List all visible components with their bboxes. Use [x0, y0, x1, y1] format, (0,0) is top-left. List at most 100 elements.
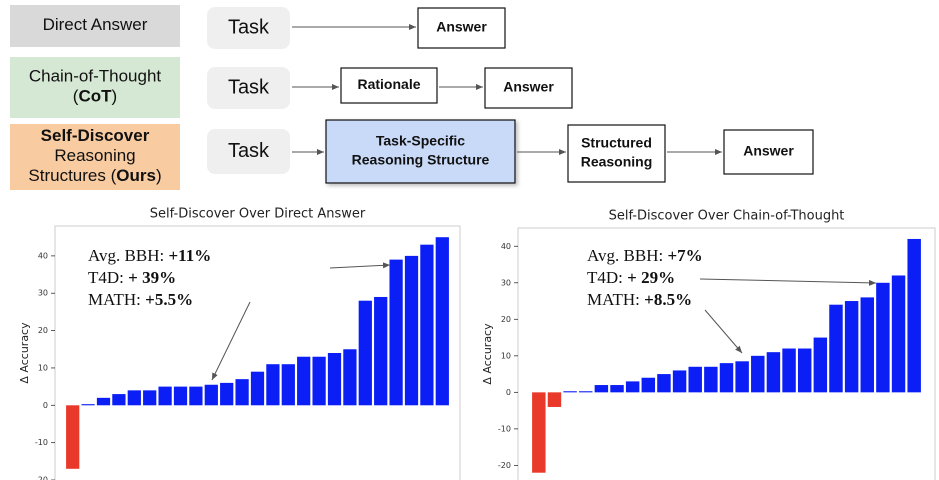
bar — [641, 377, 656, 393]
y-tick-label: -10 — [35, 438, 48, 447]
method-label: Chain-of-Thought — [29, 67, 162, 86]
method-box — [10, 5, 180, 47]
annotation-arrow — [704, 309, 743, 354]
annotation-arrow — [329, 262, 391, 269]
bar — [563, 391, 577, 393]
step-box — [340, 67, 438, 104]
bar — [579, 391, 593, 393]
y-axis-label: Δ Accuracy — [18, 322, 31, 384]
y-axis-label: Δ Accuracy — [481, 323, 494, 385]
bar — [844, 301, 859, 393]
method-label-part: CoT — [78, 87, 112, 106]
annotation: Avg. BBH: +11% — [88, 246, 211, 265]
annotation-value: +5.5% — [145, 290, 193, 309]
annotation-label: T4D: — [88, 268, 128, 287]
method-box — [10, 57, 180, 118]
task-box — [207, 129, 290, 174]
bar — [250, 371, 265, 406]
method-label-part: ) — [112, 87, 118, 106]
bar — [389, 259, 403, 406]
y-tick-label: 10 — [501, 351, 511, 360]
step-label: Task — [228, 76, 270, 98]
bar — [435, 237, 449, 406]
annotation-value: + 29% — [627, 268, 675, 287]
step-label: Task-Specific — [376, 133, 465, 149]
y-tick-label: -20 — [35, 476, 48, 480]
bar — [143, 390, 157, 406]
bar — [66, 405, 80, 469]
method-label: Structures (Ours) — [28, 166, 161, 185]
annotation-label: MATH: — [88, 290, 145, 309]
y-tick-label: 0 — [43, 401, 48, 410]
step-label: Structured — [581, 135, 652, 151]
bar — [891, 275, 906, 393]
bar — [751, 355, 765, 393]
plot-frame — [517, 227, 936, 480]
bar — [235, 379, 249, 406]
step-box — [567, 124, 666, 183]
annotation: MATH: +5.5% — [88, 290, 193, 309]
method-label-part: Direct Answer — [43, 15, 148, 34]
method-box — [10, 124, 180, 190]
step-label: Task — [228, 16, 270, 38]
y-tick-label: 20 — [38, 326, 48, 335]
bar — [266, 364, 280, 406]
bar — [96, 397, 111, 406]
step-box — [723, 129, 814, 175]
method-label-part: ) — [156, 166, 162, 185]
task-box — [207, 67, 290, 109]
annotation-arrow — [699, 278, 877, 286]
step-label: Answer — [503, 79, 554, 95]
annotation: T4D: + 29% — [587, 268, 675, 287]
method-label-part: Chain-of-Thought — [29, 67, 162, 86]
y-tick-label: -10 — [498, 424, 511, 433]
bar — [625, 381, 640, 393]
bar — [719, 363, 734, 393]
bar — [420, 244, 434, 406]
y-tick-label: 40 — [501, 242, 511, 251]
bar — [81, 404, 95, 406]
y-tick-label: -20 — [498, 461, 511, 470]
task-box — [207, 7, 290, 49]
method-label: (CoT) — [73, 87, 117, 106]
annotation-label: T4D: — [587, 268, 627, 287]
method-label-part: Structures ( — [28, 166, 116, 185]
annotation-value: +11% — [168, 246, 211, 265]
bar — [766, 352, 781, 393]
bar — [189, 386, 203, 406]
bar — [343, 349, 357, 406]
annotation-label: MATH: — [587, 290, 644, 309]
bar — [297, 356, 311, 406]
bar — [782, 348, 796, 393]
bar — [657, 374, 671, 393]
step-label: Reasoning — [581, 154, 653, 170]
bar — [813, 337, 828, 393]
annotation-label: Avg. BBH: — [88, 246, 168, 265]
bar — [158, 386, 172, 406]
bar — [327, 353, 342, 406]
bar — [127, 390, 141, 406]
bar — [610, 385, 624, 393]
bar — [312, 356, 326, 406]
annotation: T4D: + 39% — [88, 268, 176, 287]
bar — [281, 364, 295, 406]
plot-frame — [54, 225, 461, 480]
bar — [876, 282, 890, 393]
bar — [374, 296, 388, 406]
step-label: Answer — [436, 19, 487, 35]
y-tick-label: 40 — [38, 251, 48, 260]
step-label: Reasoning Structure — [352, 152, 490, 168]
chart-title: Self-Discover Over Direct Answer — [150, 207, 366, 222]
y-tick-label: 0 — [506, 388, 511, 397]
method-label-part: ( — [73, 87, 79, 106]
y-tick-label: 30 — [501, 278, 511, 287]
step-label: Task — [228, 140, 270, 162]
annotation-arrow — [211, 301, 251, 381]
bar — [547, 392, 562, 407]
annotation-value: + 39% — [128, 268, 176, 287]
annotation-value: +8.5% — [644, 290, 692, 309]
bar — [829, 304, 843, 393]
y-tick-label: 20 — [501, 315, 511, 324]
annotation: Avg. BBH: +7% — [587, 246, 703, 265]
annotation: MATH: +8.5% — [587, 290, 692, 309]
